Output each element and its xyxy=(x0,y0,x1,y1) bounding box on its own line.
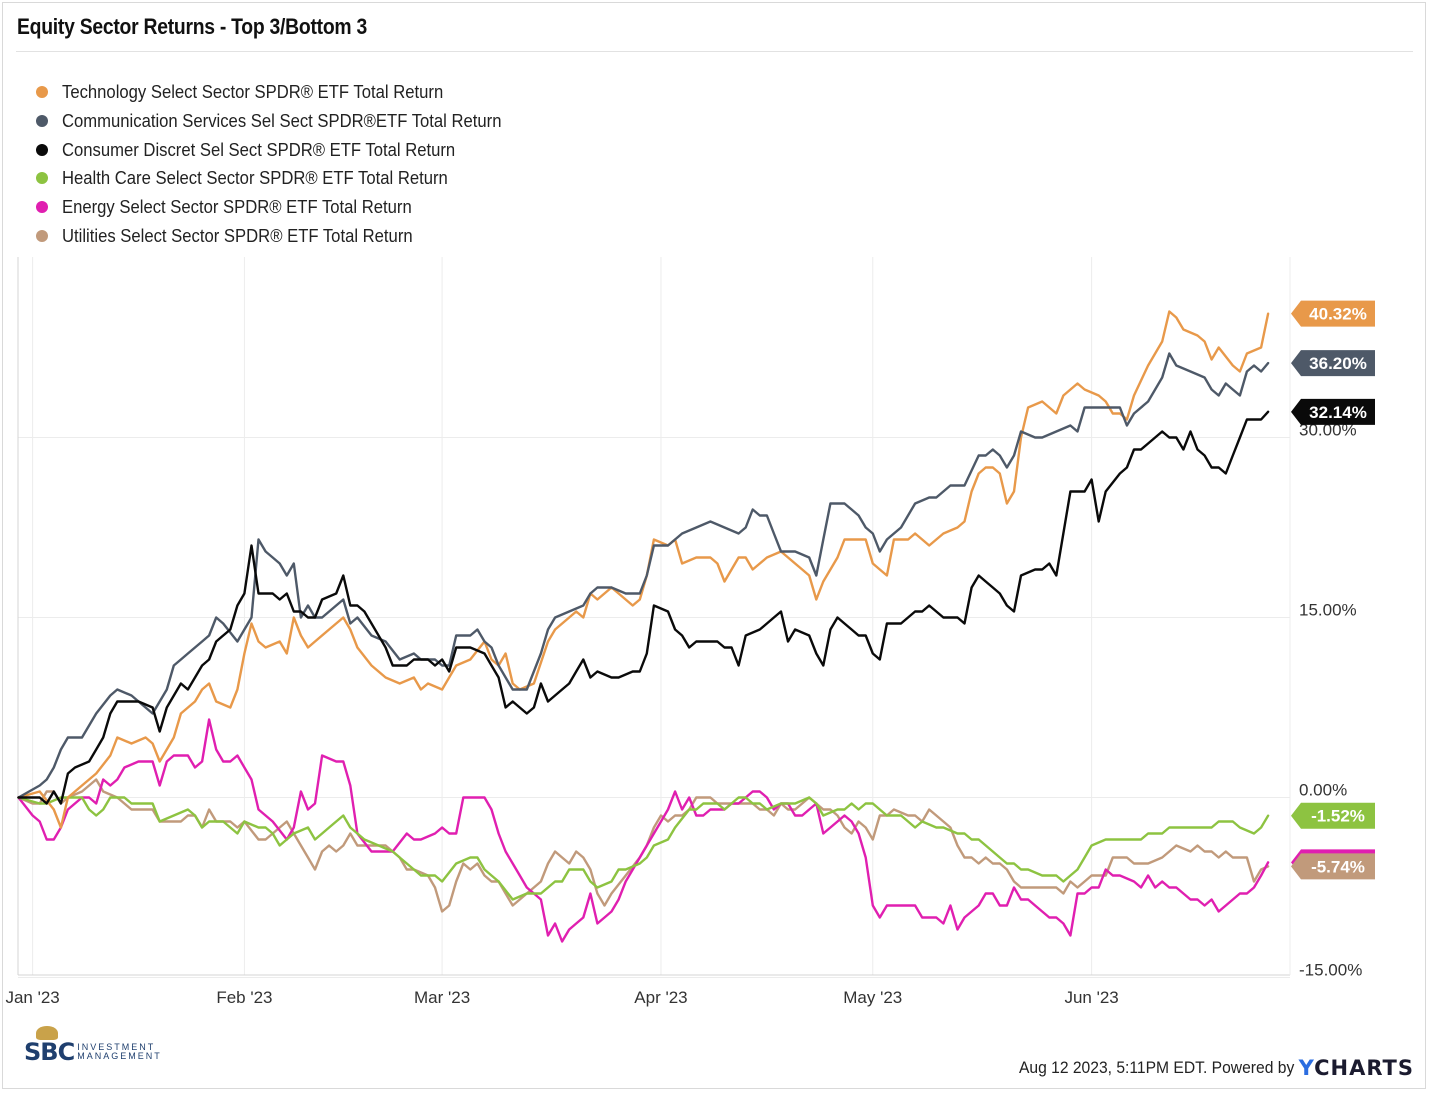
series-line xyxy=(17,718,1270,943)
x-tick-label: Jan '23 xyxy=(5,988,59,1007)
end-value-label: 32.14% xyxy=(1309,403,1367,422)
title-divider xyxy=(16,51,1413,52)
end-value-label: -5.74% xyxy=(1311,857,1365,876)
legend-item[interactable]: Utilities Select Sector SPDR® ETF Total … xyxy=(36,221,550,250)
end-value-tag xyxy=(1291,350,1375,377)
footer-credit: Aug 12 2023, 5:11PM EDT. Powered by YCHA… xyxy=(995,1056,1414,1080)
legend-swatch xyxy=(36,143,48,156)
y-tick-label: -15.00% xyxy=(1299,961,1362,980)
logo-sub-line-2: MANAGEMENT xyxy=(77,1051,162,1061)
logo-mark-text: SBC xyxy=(24,1038,75,1066)
legend-item[interactable]: Energy Select Sector SPDR® ETF Total Ret… xyxy=(36,193,550,222)
legend-swatch xyxy=(36,115,48,128)
end-value-tag xyxy=(1291,802,1375,829)
series-line xyxy=(17,352,1270,799)
end-value-label: 40.32% xyxy=(1309,305,1367,324)
x-tick-label: Feb '23 xyxy=(216,988,272,1007)
legend-label: Utilities Select Sector SPDR® ETF Total … xyxy=(62,224,413,246)
logo-sub-line-1: INVESTMENT xyxy=(77,1042,156,1052)
owl-icon xyxy=(36,1026,58,1040)
y-tick-label: 30.00% xyxy=(1299,421,1357,440)
x-tick-label: Apr '23 xyxy=(634,988,687,1007)
series-line xyxy=(17,796,1270,901)
logo-subtitle: INVESTMENT MANAGEMENT xyxy=(77,1043,162,1061)
end-value-tag xyxy=(1291,398,1375,425)
legend-label: Energy Select Sector SPDR® ETF Total Ret… xyxy=(62,196,412,218)
sbc-logo: SBC INVESTMENT MANAGEMENT xyxy=(24,1026,162,1066)
end-value-tag xyxy=(1291,300,1375,327)
legend-item[interactable]: Health Care Select Sector SPDR® ETF Tota… xyxy=(36,164,550,193)
plot-area xyxy=(18,257,1290,975)
series-line xyxy=(17,410,1270,805)
legend-item[interactable]: Communication Services Sel Sect SPDR®ETF… xyxy=(36,107,550,136)
ycharts-y: Y xyxy=(1298,1056,1315,1080)
legend-label: Technology Select Sector SPDR® ETF Total… xyxy=(62,81,444,103)
x-tick-label: May '23 xyxy=(843,988,902,1007)
legend-swatch xyxy=(36,172,48,185)
legend-swatch xyxy=(36,201,48,214)
legend-label: Consumer Discret Sel Sect SPDR® ETF Tota… xyxy=(62,138,456,160)
y-tick-label: 0.00% xyxy=(1299,781,1347,800)
x-tick-label: Jun '23 xyxy=(1064,988,1118,1007)
y-tick-label: 15.00% xyxy=(1299,601,1357,620)
series-line xyxy=(17,778,1270,913)
legend: Technology Select Sector SPDR® ETF Total… xyxy=(36,78,550,250)
powered-by-text: Powered by xyxy=(1212,1058,1295,1077)
legend-item[interactable]: Consumer Discret Sel Sect SPDR® ETF Tota… xyxy=(36,135,550,164)
x-tick-label: Mar '23 xyxy=(414,988,470,1007)
footer-timestamp: Aug 12 2023, 5:11PM EDT. Powered by xyxy=(1019,1058,1294,1078)
ycharts-logo[interactable]: YCHARTS xyxy=(1299,1056,1414,1080)
legend-label: Communication Services Sel Sect SPDR®ETF… xyxy=(62,110,502,132)
legend-label: Health Care Select Sector SPDR® ETF Tota… xyxy=(62,167,448,189)
legend-item[interactable]: Technology Select Sector SPDR® ETF Total… xyxy=(36,78,550,107)
timestamp: Aug 12 2023, 5:11PM EDT. xyxy=(1019,1058,1208,1077)
legend-swatch xyxy=(36,229,48,242)
end-value-label: 36.20% xyxy=(1309,354,1367,373)
legend-swatch xyxy=(36,86,48,99)
logo-mark: SBC xyxy=(24,1026,75,1066)
chart-title: Equity Sector Returns - Top 3/Bottom 3 xyxy=(17,14,367,39)
end-value-label: -1.52% xyxy=(1311,807,1365,826)
end-value-tag xyxy=(1291,853,1375,880)
ycharts-text: CHARTS xyxy=(1314,1056,1414,1080)
